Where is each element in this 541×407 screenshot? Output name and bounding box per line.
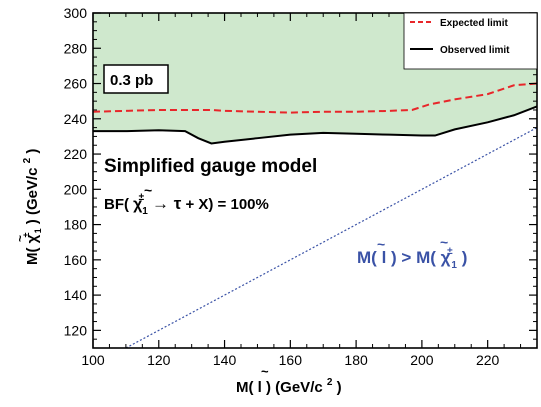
observed-limit-line [93, 105, 537, 145]
y-tick-label: 180 [64, 217, 88, 233]
x-tick-label: 200 [410, 352, 434, 368]
region-label: M( l ) > M( χ ± 1 ) ~ ~ [357, 234, 467, 272]
y-tick-label: 160 [64, 252, 88, 268]
region-chi: χ [441, 248, 451, 267]
ylabel-post: ) (GeV/c [24, 168, 41, 225]
region-l: l [382, 248, 387, 267]
region-pre: M( [357, 248, 377, 267]
y-axis-label: M( χ ± 1 ) (GeV/c 2 ) ~ [13, 149, 45, 265]
region-mid: ) > M( [391, 248, 436, 267]
y-tick-label: 120 [64, 322, 88, 338]
ylabel-sup: ± [21, 233, 31, 238]
model-label: Simplified gauge model [104, 156, 317, 177]
x-axis-label: M( l ) (GeV/c 2 ) ~ [236, 364, 342, 396]
y-tick-label: 280 [64, 40, 88, 56]
legend-expected-label: Expected limit [440, 18, 508, 29]
ylabel-pre: M( [24, 248, 41, 266]
bf-sub: 1 [142, 206, 148, 217]
legend: Expected limit Observed limit [403, 12, 538, 70]
kinematic-boundary-line [125, 127, 537, 348]
bf-prefix: BF( [104, 196, 129, 213]
xlabel-end: ) [337, 379, 342, 396]
y-tick-label: 260 [64, 76, 88, 92]
xlabel-l: l [258, 379, 262, 396]
y-tick-label: 200 [64, 181, 88, 197]
xlabel-post: ) (GeV/c [266, 379, 323, 396]
region-sup: ± [447, 246, 453, 257]
bf-chi: χ [133, 196, 143, 213]
ylabel-sup2: 2 [22, 157, 33, 163]
y-tick-label: 240 [64, 111, 88, 127]
ylabel-sub: 1 [33, 228, 43, 233]
region-end: ) [462, 248, 468, 267]
xlabel-sup: 2 [327, 377, 333, 388]
svg-text:M( l ) > M(: M( l ) > M( χ ± 1 ) [357, 239, 467, 272]
region-tilde: ~ [377, 236, 385, 252]
expected-limit-line [93, 82, 537, 114]
svg-text:M( χ ± 1: M( χ ± 1 ) (GeV/c 2 ) [16, 149, 45, 265]
y-tick-label: 300 [64, 5, 88, 21]
ylabel-chi: χ [24, 234, 41, 243]
region-sub: 1 [451, 260, 457, 271]
region-chi-tilde: ~ [440, 234, 448, 250]
legend-observed-label: Observed limit [440, 45, 510, 56]
svg-text:BF( χ ± 1: BF( χ ± 1 → τ + X) = 100% [104, 187, 269, 218]
x-tick-label: 180 [344, 352, 368, 368]
bf-chi-tilde: ~ [144, 182, 152, 198]
y-tick-label: 140 [64, 287, 88, 303]
ylabel-chi-tilde: ~ [13, 235, 27, 242]
bf-suffix: + X) = 100% [185, 196, 268, 213]
bf-arrow: → τ [152, 194, 182, 213]
svg-text:M( l ) (GeV/c: M( l ) (GeV/c 2 ) [236, 372, 342, 396]
bf-sup: ± [139, 192, 145, 203]
x-tick-label: 160 [279, 352, 303, 368]
xlabel-tilde: ~ [261, 364, 269, 379]
x-tick-label: 220 [476, 352, 500, 368]
ylabel-end: ) [24, 149, 41, 154]
x-tick-label: 120 [147, 352, 171, 368]
cross-section-label: 0.3 pb [110, 72, 153, 89]
branching-fraction-label: BF( χ ± 1 → τ + X) = 100% [104, 187, 269, 218]
cross-section-frame [103, 64, 169, 94]
xlabel-pre: M( [236, 379, 254, 396]
x-tick-label: 100 [81, 352, 105, 368]
y-tick-label: 220 [64, 146, 88, 162]
cross-section-box: 0.3 pb [103, 64, 169, 94]
x-tick-label: 140 [213, 352, 237, 368]
